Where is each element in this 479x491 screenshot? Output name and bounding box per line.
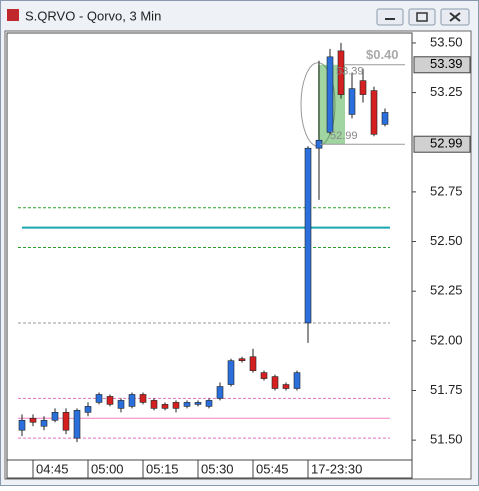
measure-value: 52.99 xyxy=(330,130,358,142)
candle-body xyxy=(62,412,70,431)
y-tick-label: 51.75 xyxy=(430,382,463,397)
candle-body xyxy=(359,80,367,95)
candle-body xyxy=(337,50,345,95)
candle-body xyxy=(348,88,356,115)
candle-body xyxy=(293,372,301,389)
candle-body xyxy=(51,412,59,421)
y-tick-label: 52.50 xyxy=(430,233,463,248)
y-tick-label: 52.00 xyxy=(430,332,463,347)
candle-body xyxy=(40,419,48,427)
window-icon xyxy=(7,9,19,21)
candle-body xyxy=(216,386,224,399)
minimize-button[interactable] xyxy=(376,8,404,26)
y-tick-label: 51.50 xyxy=(430,432,463,447)
candle-body xyxy=(128,394,136,407)
candle-body xyxy=(95,394,103,403)
price-marker-label: 53.39 xyxy=(430,56,463,71)
candle-body xyxy=(73,410,81,439)
y-tick-label: 52.25 xyxy=(430,283,463,298)
candle-body xyxy=(249,356,257,371)
price-marker-label: 52.99 xyxy=(430,136,463,151)
candle-body xyxy=(282,384,290,389)
close-icon xyxy=(449,12,461,22)
candle-body xyxy=(106,396,114,405)
candle-body xyxy=(205,400,213,407)
candle-body xyxy=(183,402,191,407)
candle-body xyxy=(260,372,268,379)
measure-value: 53.39 xyxy=(336,66,364,78)
candle-body xyxy=(381,112,389,125)
maximize-icon xyxy=(416,12,428,22)
candle-body xyxy=(271,376,279,389)
window-title: S.QRVO - Qorvo, 3 Min xyxy=(25,8,161,23)
x-tick-label: 05:15 xyxy=(146,461,179,476)
candle-body xyxy=(227,360,235,385)
candle-body xyxy=(238,358,246,361)
candle-body xyxy=(84,406,92,413)
y-tick-label: 52.75 xyxy=(430,183,463,198)
candle-body xyxy=(139,394,147,403)
candle-body xyxy=(150,400,158,409)
candle-body xyxy=(18,419,26,431)
candle-body xyxy=(161,404,169,409)
x-tick-label: 04:45 xyxy=(36,461,69,476)
candle-body xyxy=(117,400,125,409)
x-tick-label: 17-23:30 xyxy=(311,461,362,476)
y-tick-label: 53.50 xyxy=(430,34,463,49)
candle-body xyxy=(29,417,37,423)
x-tick-label: 05:00 xyxy=(91,461,124,476)
maximize-button[interactable] xyxy=(408,8,436,26)
price-marker xyxy=(413,135,471,153)
plot-area xyxy=(6,32,413,461)
candle-body xyxy=(172,402,180,409)
y-tick-label: 53.25 xyxy=(430,84,463,99)
candle-body xyxy=(370,90,378,135)
x-tick-label: 05:45 xyxy=(256,461,289,476)
candle-body xyxy=(326,56,334,133)
x-tick-label: 05:30 xyxy=(201,461,234,476)
candle-body xyxy=(304,147,312,324)
price-marker xyxy=(413,56,471,74)
measure-label: $0.40 xyxy=(366,47,399,62)
x-axis-strip xyxy=(6,459,413,479)
candle-body xyxy=(194,402,202,405)
